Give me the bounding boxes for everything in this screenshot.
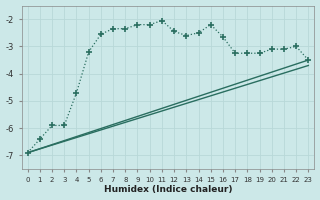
X-axis label: Humidex (Indice chaleur): Humidex (Indice chaleur) xyxy=(104,185,232,194)
